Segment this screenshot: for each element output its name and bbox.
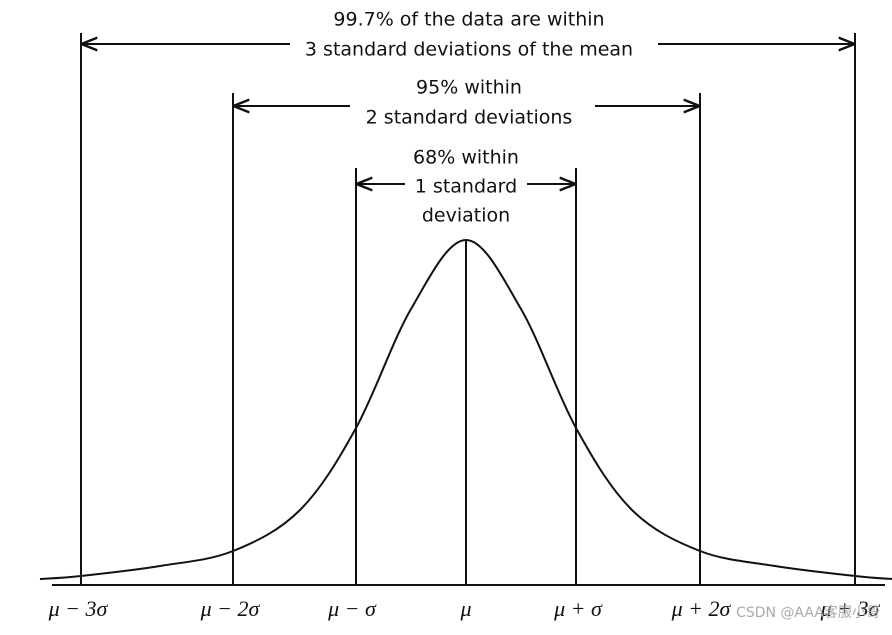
axis-label: μ + σ: [553, 596, 603, 621]
annotation-line: 3 standard deviations of the mean: [305, 39, 633, 61]
watermark: CSDN @AAA客服小哥: [736, 604, 880, 621]
sigma-lines: [80, 33, 856, 585]
axis-label: μ + 2σ: [671, 596, 732, 621]
annotation-line: 95% within: [416, 77, 522, 99]
arrows: [83, 44, 853, 184]
axis-label: μ: [459, 596, 471, 621]
annotation-line: deviation: [422, 205, 510, 227]
axis-label: μ − 2σ: [200, 596, 261, 621]
annotation-line: 2 standard deviations: [366, 107, 573, 129]
annotation-line: 1 standard: [415, 176, 517, 198]
axis-label: μ − σ: [327, 596, 377, 621]
axis-label: μ − 3σ: [48, 596, 109, 621]
annotation-line: 68% within: [413, 147, 519, 169]
axis-label: μ + 3σ: [820, 596, 881, 621]
annotation-line: 99.7% of the data are within: [333, 9, 604, 31]
